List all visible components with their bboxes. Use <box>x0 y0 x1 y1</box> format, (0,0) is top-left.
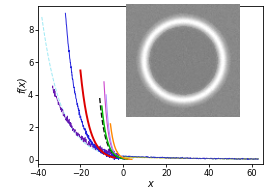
Y-axis label: f(x): f(x) <box>17 77 27 93</box>
X-axis label: x: x <box>147 179 153 189</box>
